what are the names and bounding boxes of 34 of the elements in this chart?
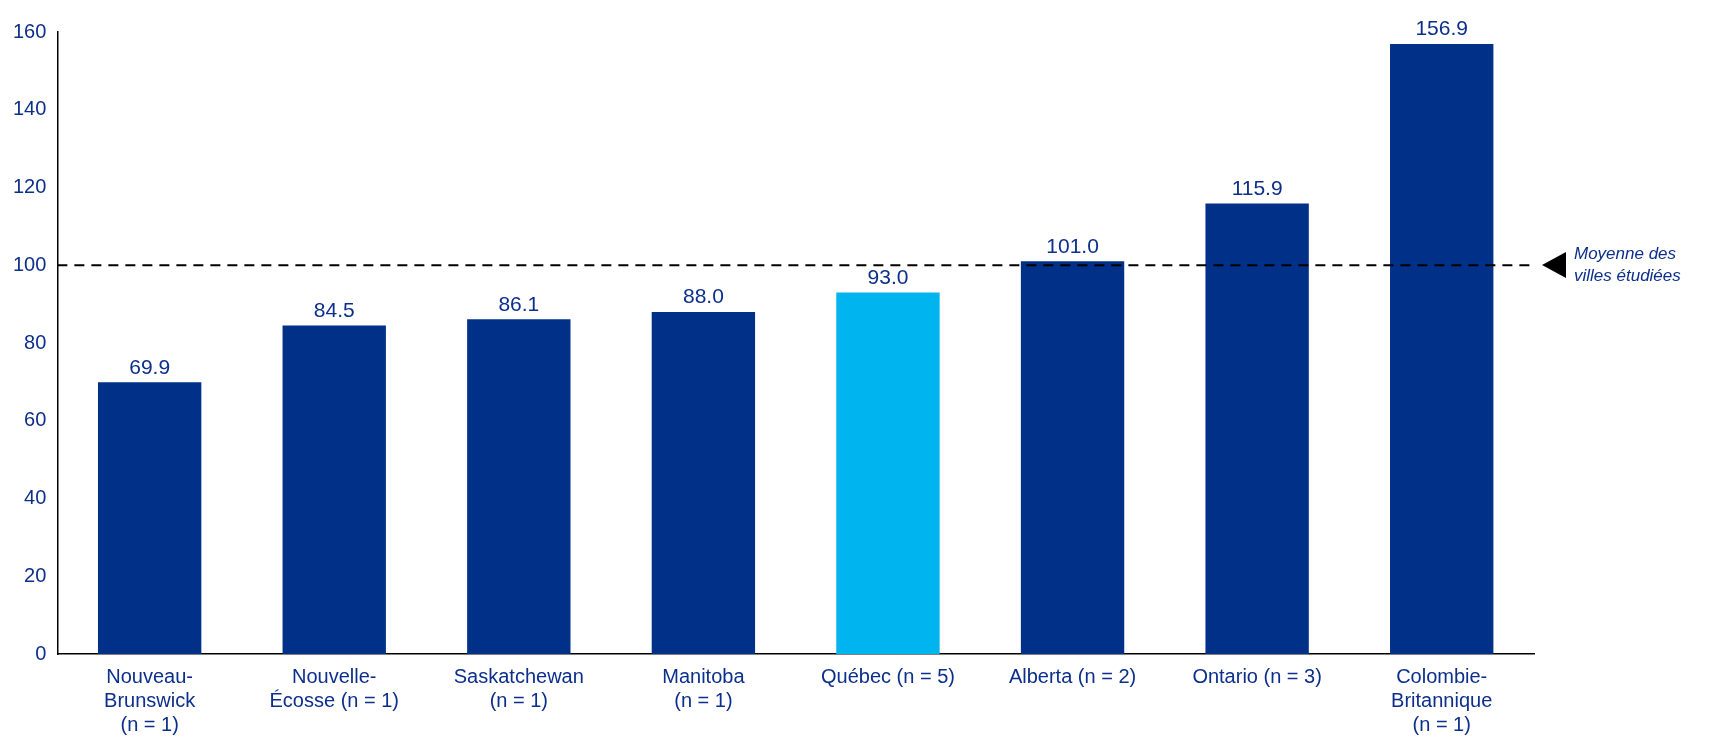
x-tick-label: Manitoba (n = 1) — [662, 664, 746, 711]
bar — [1205, 203, 1309, 654]
y-tick-label: 40 — [24, 486, 47, 509]
y-tick-label: 100 — [12, 252, 47, 275]
x-tick-label: Nouveau- Brunswick (n = 1) — [104, 664, 197, 735]
bar — [282, 325, 386, 654]
data-label: 156.9 — [1415, 16, 1468, 40]
bar — [651, 311, 756, 654]
x-tick-label: Ontario (n = 3) — [1192, 664, 1322, 687]
bar — [1020, 261, 1125, 654]
data-label: 84.5 — [313, 297, 355, 321]
x-tick-label: Saskatchewan (n = 1) — [453, 664, 584, 711]
data-label: 88.0 — [682, 284, 724, 308]
data-label: 86.1 — [498, 291, 540, 315]
y-tick-label: 0 — [35, 641, 47, 664]
bar — [1390, 44, 1494, 654]
data-label: 69.9 — [129, 354, 171, 378]
x-tick-label: Québec (n = 5) — [820, 664, 955, 687]
x-tick-label: Nouvelle- Écosse (n = 1) — [269, 664, 399, 711]
y-tick-label: 80 — [24, 330, 47, 353]
data-label: 93.0 — [867, 264, 909, 288]
y-tick-label: 160 — [12, 19, 47, 42]
bar — [97, 382, 202, 654]
y-tick-label: 140 — [12, 97, 47, 120]
x-tick-label: Alberta (n = 2) — [1008, 664, 1137, 687]
x-tick-label: Colombie- Britannique (n = 1) — [1391, 664, 1493, 735]
y-tick-label: 60 — [24, 408, 47, 431]
bar — [836, 292, 940, 654]
y-tick-label: 120 — [12, 175, 47, 198]
bar — [467, 319, 571, 654]
data-label: 115.9 — [1231, 175, 1283, 199]
ref-line-label: Moyenne des villes étudiées — [1574, 243, 1682, 285]
data-label: 101.0 — [1046, 233, 1099, 257]
y-tick-label: 20 — [24, 563, 47, 586]
